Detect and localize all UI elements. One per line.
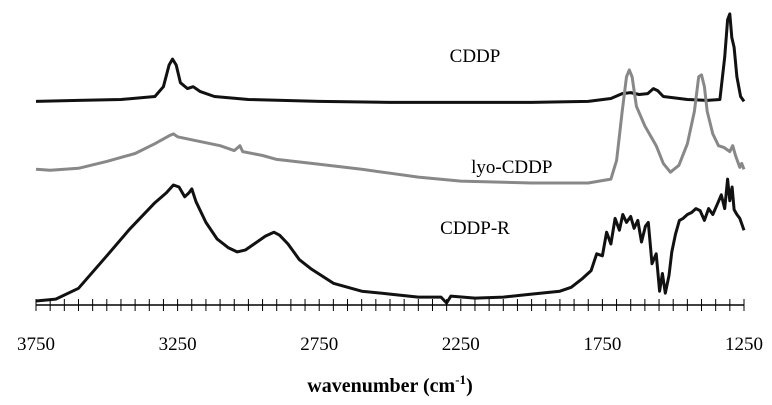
x-tick-label: 2250 [442,334,480,355]
series-layer: CDDP lyo-CDDP CDDP-R [35,12,746,305]
x-tick-label: 1250 [725,334,763,355]
series-label-lyo-cddp: lyo-CDDP [471,157,552,178]
series-line-cddp-r [35,177,746,305]
x-tick-label: 3750 [17,334,55,355]
x-axis-title: wavenumber (cm-1) [307,372,472,397]
series-label-cddp: CDDP [450,46,501,67]
series-label-cddp-r: CDDP-R [440,218,510,239]
x-tick-label: 1750 [583,334,621,355]
x-tick-label: 2750 [300,334,338,355]
x-axis: 3750 3250 2750 2250 1750 1250 [17,299,763,355]
series-line-lyo-cddp [35,68,746,185]
series-line-cddp [35,12,746,104]
x-tick-label: 3250 [159,334,197,355]
